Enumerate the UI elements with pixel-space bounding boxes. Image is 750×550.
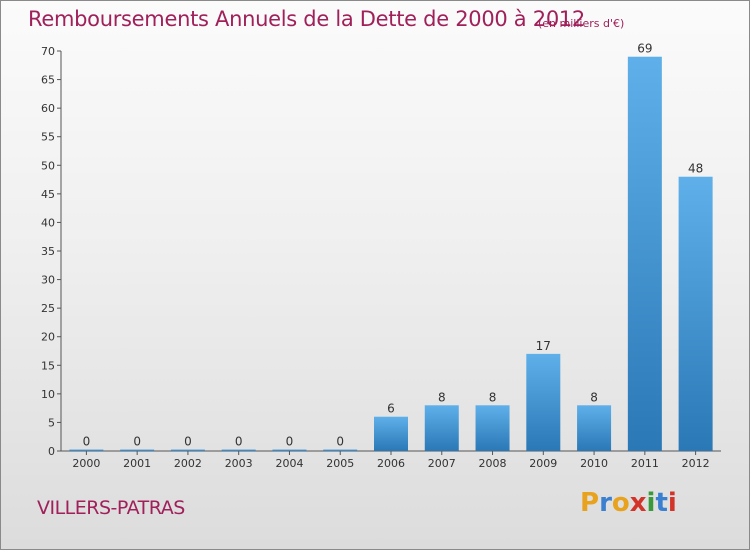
y-tick-label: 0: [48, 445, 55, 458]
data-label: 0: [184, 435, 192, 449]
bar: [221, 449, 256, 451]
x-tick-label: 2009: [529, 457, 557, 470]
x-tick-label: 2011: [631, 457, 659, 470]
y-tick-label: 5: [48, 416, 55, 429]
bar: [475, 405, 510, 451]
y-tick-label: 25: [41, 302, 55, 315]
y-tick-label: 50: [41, 159, 55, 172]
y-tick-label: 65: [41, 74, 55, 87]
logo-letter: r: [599, 488, 612, 518]
data-label: 8: [489, 390, 497, 404]
data-label: 8: [438, 390, 446, 404]
proxiti-logo: Proxiti: [580, 488, 677, 518]
y-tick-label: 10: [41, 388, 55, 401]
data-label: 6: [387, 402, 395, 416]
y-tick-label: 70: [41, 45, 55, 58]
y-tick-label: 55: [41, 131, 55, 144]
data-label: 0: [336, 435, 344, 449]
data-label: 48: [688, 162, 703, 176]
y-tick-label: 20: [41, 331, 55, 344]
y-tick-label: 45: [41, 188, 55, 201]
data-label: 0: [83, 435, 91, 449]
bar: [577, 405, 612, 451]
logo-letter: t: [655, 488, 668, 518]
x-tick-label: 2007: [428, 457, 456, 470]
logo-letter: i: [667, 488, 677, 518]
chart-title: Remboursements Annuels de la Dette de 20…: [28, 7, 585, 31]
bar: [374, 416, 408, 451]
bar: [170, 449, 205, 451]
y-tick-label: 30: [41, 274, 55, 287]
logo-letter: P: [580, 488, 600, 518]
y-tick-label: 15: [41, 359, 55, 372]
data-label: 0: [235, 435, 243, 449]
data-label: 69: [637, 42, 652, 56]
data-label: 0: [133, 435, 141, 449]
bar-series: [69, 56, 713, 451]
bar: [678, 176, 713, 451]
commune-name: VILLERS-PATRAS: [37, 497, 185, 519]
bar: [526, 353, 561, 451]
chart-subtitle: (en milliers d'€): [538, 17, 625, 30]
x-tick-label: 2000: [72, 457, 100, 470]
x-tick-label: 2008: [479, 457, 507, 470]
bar: [272, 449, 307, 451]
data-label: 0: [286, 435, 294, 449]
bar: [627, 56, 662, 451]
logo-letter: x: [629, 488, 647, 518]
bar: [120, 449, 155, 451]
x-tick-label: 2006: [377, 457, 405, 470]
bar: [424, 405, 459, 451]
x-tick-label: 2012: [682, 457, 710, 470]
x-tick-label: 2005: [326, 457, 354, 470]
y-tick-label: 40: [41, 216, 55, 229]
logo-letter: i: [646, 488, 656, 518]
bar: [323, 449, 358, 451]
bar: [69, 449, 104, 451]
value-labels: 0 0 0 0 0 0 6 8 8 17 8 69 48: [83, 42, 704, 449]
data-label: 8: [590, 390, 598, 404]
x-tick-label: 2003: [225, 457, 253, 470]
x-tick-label: 2002: [174, 457, 202, 470]
x-tick-label: 2001: [123, 457, 151, 470]
y-tick-label: 60: [41, 102, 55, 115]
x-tick-label: 2010: [580, 457, 608, 470]
x-tick-label: 2004: [275, 457, 303, 470]
logo-letter: o: [611, 488, 630, 518]
y-tick-label: 35: [41, 245, 55, 258]
data-label: 17: [536, 339, 551, 353]
